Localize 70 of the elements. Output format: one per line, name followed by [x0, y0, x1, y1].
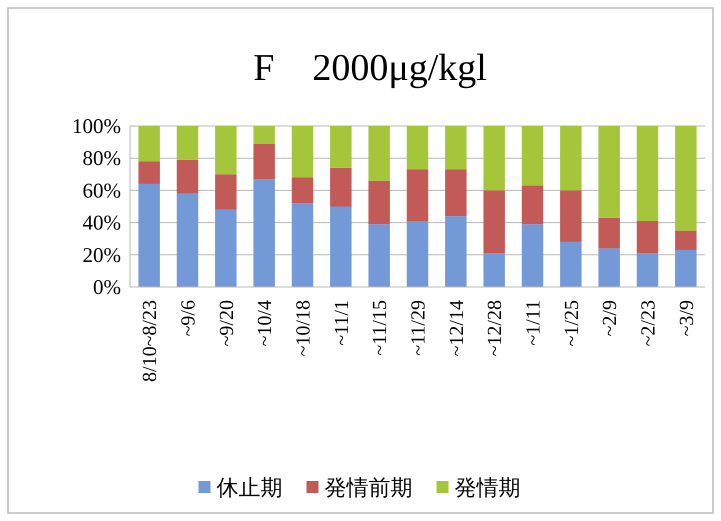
bar [483, 253, 505, 287]
bar [406, 126, 428, 170]
bar [522, 186, 544, 224]
bar [522, 126, 544, 186]
bar [636, 126, 658, 221]
x-tick-label: ~12/14 [446, 300, 468, 356]
bar [215, 210, 237, 287]
bar [483, 126, 505, 190]
legend-label: 発情期 [454, 475, 520, 500]
legend-label: 発情前期 [324, 475, 412, 500]
x-tick-label: ~1/25 [560, 300, 583, 346]
bar [560, 126, 582, 190]
bar [215, 126, 237, 174]
bar [368, 224, 390, 287]
bar [445, 216, 467, 287]
y-tick-label: 20% [82, 242, 121, 267]
bar [675, 126, 697, 231]
bar [176, 160, 198, 194]
bar [598, 126, 620, 218]
x-tick-label: ~11/29 [408, 300, 430, 356]
x-tick-label: ~9/6 [178, 300, 200, 336]
x-tick-label: 8/10~8/23 [139, 300, 162, 382]
bar [330, 206, 352, 287]
bar [406, 220, 428, 287]
bar [253, 126, 275, 144]
x-tick-label: ~9/20 [216, 300, 238, 346]
y-tick-label: 100% [72, 114, 121, 138]
x-tick-label: ~11/1 [330, 300, 353, 346]
chart-title: F 2000μg/kgl [253, 47, 487, 89]
bar [253, 144, 275, 180]
bar [176, 194, 198, 287]
bar [138, 184, 160, 287]
y-tick-label: 40% [82, 210, 121, 235]
bar [292, 178, 314, 204]
bar [406, 169, 428, 221]
bar [292, 126, 314, 178]
bar [560, 242, 582, 287]
bar [598, 248, 620, 287]
bar [330, 168, 352, 206]
bar [176, 126, 198, 160]
x-tick-label: ~10/18 [292, 300, 314, 356]
y-tick-label: 0% [93, 275, 121, 299]
bar [292, 203, 314, 287]
bar [330, 126, 352, 168]
bar [138, 161, 160, 184]
x-tick-label: ~11/15 [369, 300, 392, 356]
x-tick-label: ~3/9 [676, 300, 698, 336]
bar [675, 230, 697, 250]
x-tick-label: ~1/11 [522, 300, 544, 346]
bar [675, 250, 697, 287]
bar [522, 224, 544, 287]
bar [368, 180, 390, 224]
x-tick-label: ~12/28 [484, 300, 506, 356]
bar [445, 169, 467, 216]
legend-label: 休止期 [216, 475, 282, 500]
bar [253, 179, 275, 287]
bar [445, 126, 467, 170]
y-tick-label: 60% [82, 178, 121, 202]
bar [138, 126, 160, 162]
y-tick-label: 80% [82, 146, 121, 170]
bar [598, 218, 620, 248]
x-tick-label: ~2/23 [638, 300, 660, 346]
bar [636, 220, 658, 254]
bar [636, 253, 658, 287]
x-tick-label: ~10/4 [254, 300, 276, 346]
bar [483, 190, 505, 254]
bar [560, 190, 582, 242]
x-tick-label: ~2/9 [599, 300, 622, 336]
bar [368, 126, 390, 181]
bar [215, 174, 237, 210]
